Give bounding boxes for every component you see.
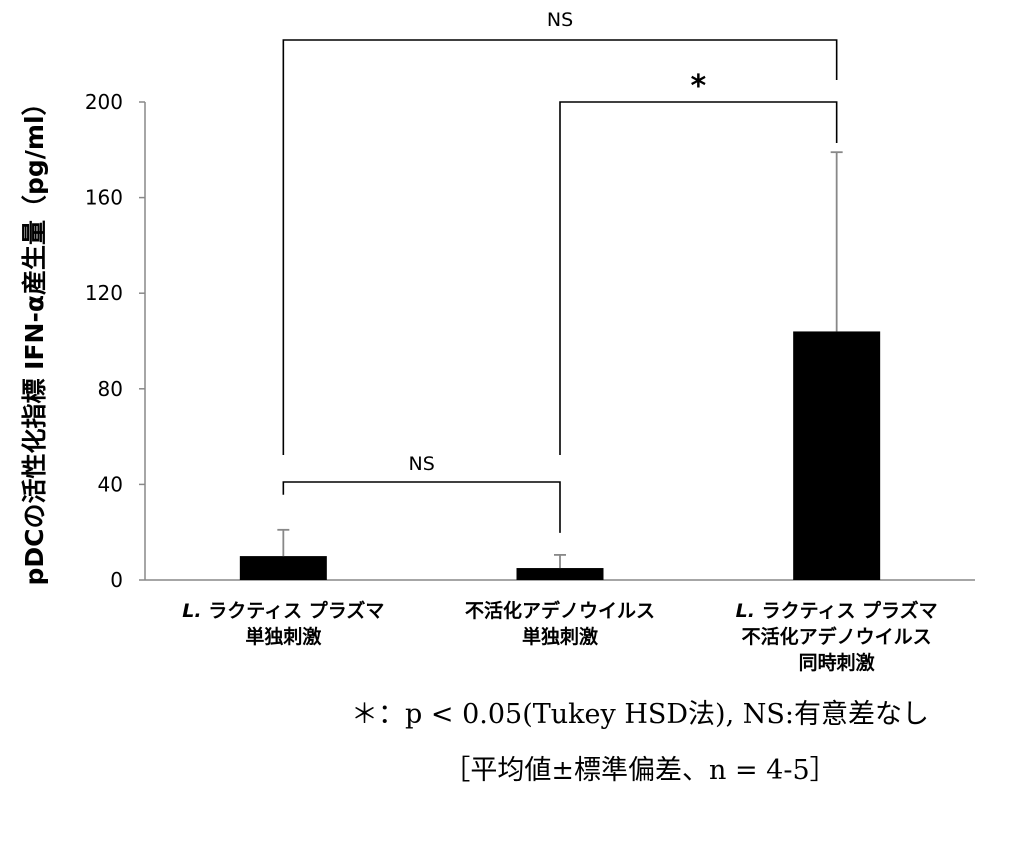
category-label-line2: 単独刺激 (245, 625, 321, 648)
category-label-line1: 不活化アデノウイルス (465, 599, 655, 622)
significance-label: * (690, 69, 706, 104)
y-tick-label: 160 (85, 186, 123, 210)
category-label-line1: L. ラクティス プラズマ (182, 599, 384, 622)
significance-brackets: NS * NS (282, 9, 838, 533)
footnote-significance: ＊：p < 0.05(Tukey HSD法), NS:有意差なし (351, 699, 929, 730)
footnote-statistics: ［平均値±標準偏差、n = 4-5］ (443, 755, 837, 786)
y-tick-label: 120 (85, 281, 123, 305)
y-tick-label: 200 (85, 90, 123, 114)
y-axis-title: pDCの活性化指標 IFN-α産生量（pg/ml） (20, 90, 49, 585)
y-tick-label: 0 (110, 568, 123, 592)
bar (793, 331, 881, 580)
category-label-line3: 同時刺激 (799, 651, 875, 674)
category-label-line2: 単独刺激 (522, 625, 598, 648)
significance-label: NS (409, 453, 435, 475)
category-label-line2: 不活化アデノウイルス (742, 625, 932, 648)
significance-bracket (282, 481, 561, 533)
bar (516, 568, 604, 580)
y-tick-label: 80 (98, 377, 123, 401)
y-tick-label: 40 (98, 472, 123, 496)
bar (239, 556, 327, 580)
significance-bracket (282, 39, 838, 455)
bars (239, 331, 881, 580)
category-label-line1: L. ラクティス プラズマ (736, 599, 938, 622)
significance-bracket (559, 101, 838, 455)
significance-label: NS (547, 9, 573, 31)
error-bars (277, 151, 843, 569)
